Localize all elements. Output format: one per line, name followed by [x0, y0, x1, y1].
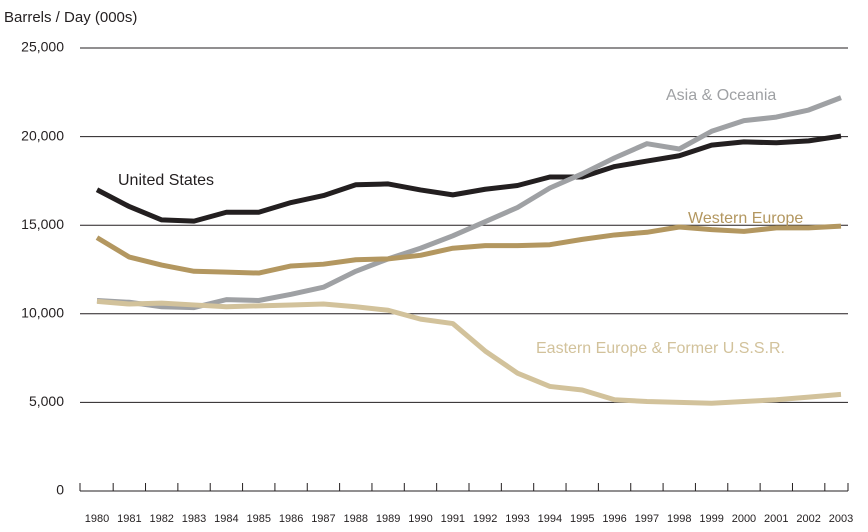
series-line — [95, 223, 842, 276]
y-tick-label: 20,000 — [21, 127, 64, 143]
x-tick-label: 2002 — [796, 513, 820, 525]
x-tick-label: 1999 — [699, 513, 723, 525]
x-tick-label: 1995 — [570, 513, 594, 525]
series-label: Asia & Oceania — [666, 87, 776, 104]
x-tick-label: 1992 — [473, 513, 497, 525]
series-line — [96, 298, 842, 406]
series-line — [95, 133, 842, 224]
x-tick-label: 1983 — [182, 513, 206, 525]
y-tick-label: 0 — [56, 482, 64, 498]
x-tick-label: 1993 — [505, 513, 529, 525]
y-axis-title: Barrels / Day (000s) — [4, 9, 137, 26]
x-tick-label: 1997 — [635, 513, 659, 525]
x-tick-label: 1985 — [246, 513, 270, 525]
x-tick-label: 1987 — [311, 513, 335, 525]
series-label: Eastern Europe & Former U.S.S.R. — [536, 340, 785, 357]
series-line — [96, 95, 842, 311]
x-tick-label: 1980 — [85, 513, 109, 525]
x-tick-label: 1996 — [602, 513, 626, 525]
x-tick-label: 2001 — [764, 513, 788, 525]
x-tick-label: 1988 — [344, 513, 368, 525]
x-tick-label: 1989 — [376, 513, 400, 525]
y-tick-label: 10,000 — [21, 305, 64, 321]
y-tick-label: 5,000 — [29, 393, 64, 409]
x-tick-label: 1986 — [279, 513, 303, 525]
y-tick-label: 15,000 — [21, 216, 64, 232]
y-tick-label: 25,000 — [21, 39, 64, 55]
x-tick-label: 1998 — [667, 513, 691, 525]
x-tick-label: 2003 — [829, 513, 853, 525]
x-tick-label: 1984 — [214, 513, 238, 525]
x-tick-label: 1991 — [441, 513, 465, 525]
x-tick-label: 1990 — [408, 513, 432, 525]
series-label: Western Europe — [688, 210, 803, 227]
x-tick-label: 1982 — [149, 513, 173, 525]
x-tick-label: 1994 — [538, 513, 562, 525]
x-tick-label: 1981 — [117, 513, 141, 525]
series-label: United States — [118, 172, 214, 189]
x-tick-label: 2000 — [732, 513, 756, 525]
